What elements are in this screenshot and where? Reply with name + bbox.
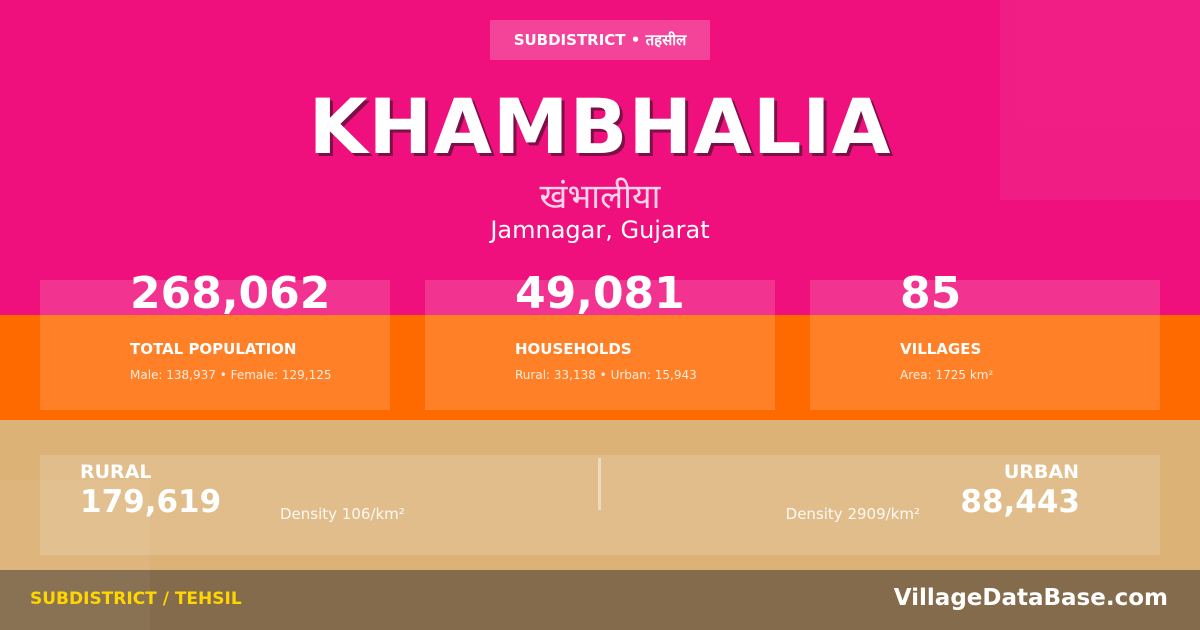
title: KHAMBHALIA (308, 82, 892, 171)
badge: SUBDISTRICT • तहसील (490, 20, 710, 60)
stat-value: 268,062 (130, 268, 331, 319)
stat-detail: Area: 1725 km² (900, 368, 994, 382)
stat-label: TOTAL POPULATION (130, 340, 297, 358)
stat-label: VILLAGES (900, 340, 982, 358)
rural-density: Density 106/km² (280, 505, 405, 523)
footer-band (0, 570, 1200, 630)
divider (598, 458, 601, 510)
stat-box: 85 VILLAGES Area: 1725 km² (810, 268, 1160, 410)
location: Jamnagar, Gujarat (490, 216, 710, 244)
footer-site: VillageDataBase.com (893, 585, 1168, 611)
rural-label: RURAL (80, 461, 152, 483)
stat-detail: Male: 138,937 • Female: 129,125 (130, 368, 332, 382)
urban-label: URBAN (1003, 461, 1079, 483)
decoration (1000, 0, 1200, 200)
stat-value: 85 (900, 268, 962, 319)
tan-band (0, 420, 1200, 570)
rural-value: 179,619 (80, 484, 222, 520)
stat-box: 49,081 HOUSEHOLDS Rural: 33,138 • Urban:… (425, 268, 775, 410)
urban-value: 88,443 (960, 484, 1080, 520)
rural-urban-box (40, 455, 1160, 555)
stat-detail: Rural: 33,138 • Urban: 15,943 (515, 368, 697, 382)
orange-band (0, 315, 1200, 420)
stat-label: HOUSEHOLDS (515, 340, 632, 358)
stat-value: 49,081 (515, 268, 685, 319)
hindi-name: खंभालीया (539, 177, 661, 217)
footer-category: SUBDISTRICT / TEHSIL (30, 589, 242, 609)
urban-density: Density 2909/km² (785, 505, 920, 523)
stat-box: 268,062 TOTAL POPULATION Male: 138,937 •… (40, 268, 390, 410)
decoration (0, 480, 150, 630)
